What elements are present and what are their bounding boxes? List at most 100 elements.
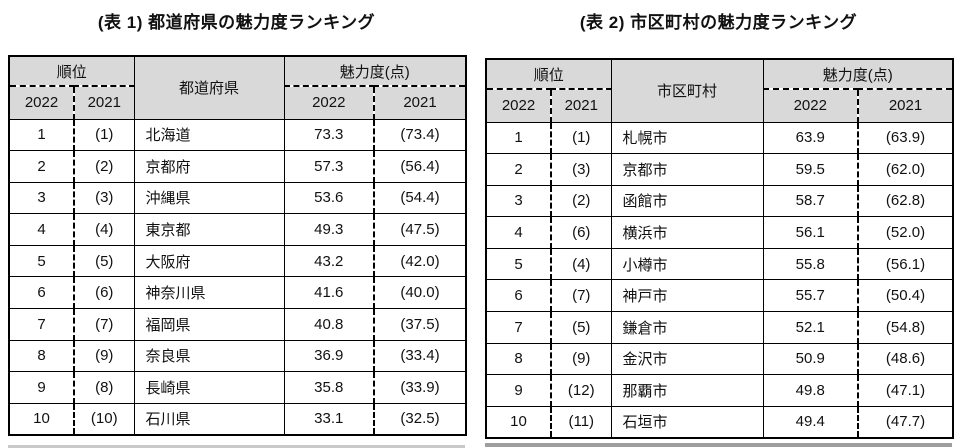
header-group-row: 順位 都道府県 魅力度(点) (8, 55, 467, 120)
score-2022-cell: 49.8 (762, 374, 859, 407)
table-row: 5 (5) 大阪府 43.2 (42.0) (8, 244, 467, 278)
score-2022-cell: 52.1 (762, 311, 859, 344)
score-2022-cell: 57.3 (283, 150, 375, 183)
municipality-name-cell: 金沢市 (610, 342, 764, 376)
prefecture-name-cell: 神奈川県 (133, 276, 285, 310)
prefecture-table-title: (表 1) 都道府県の魅力度ランキング (97, 13, 376, 32)
score-2021-cell: (62.0) (857, 153, 954, 186)
table-row: 2 (2) 京都府 57.3 (56.4) (8, 150, 467, 183)
rank-2021-cell: (9) (549, 342, 612, 376)
score-2022-cell: 33.1 (283, 402, 375, 436)
rank-2021-cell: (7) (72, 308, 135, 341)
rank-2021-cell: (5) (549, 311, 612, 344)
rank-2022-cell: 2 (485, 153, 552, 186)
score-group-header: 魅力度(点) (283, 55, 467, 87)
prefecture-column-header: 都道府県 (133, 55, 285, 120)
rank-2021-cell: (4) (549, 247, 612, 281)
rank-2022-cell: 6 (8, 276, 75, 310)
score-2021-cell: (33.4) (373, 339, 467, 373)
table-row: 4 (6) 横浜市 56.1 (52.0) (485, 216, 954, 249)
table-row: 8 (9) 奈良県 36.9 (33.4) (8, 339, 467, 373)
table-row: 1 (1) 札幌市 63.9 (63.9) (485, 121, 954, 155)
score-2021-cell: (63.9) (857, 121, 954, 155)
score-2022-cell: 53.6 (283, 181, 375, 215)
table-row: 5 (4) 小樽市 55.8 (56.1) (485, 247, 954, 281)
score-2022-header: 2022 (762, 88, 859, 123)
score-2022-cell: 56.1 (762, 216, 859, 249)
rank-2021-cell: (3) (549, 153, 612, 186)
prefecture-name-cell: 長崎県 (133, 371, 285, 404)
rank-2021-cell: (2) (549, 184, 612, 218)
rank-2022-cell: 2 (8, 150, 75, 183)
score-2021-cell: (47.1) (857, 374, 954, 407)
score-2022-cell: 49.3 (283, 213, 375, 246)
rank-group-header: 順位 (8, 55, 135, 87)
rank-2022-cell: 10 (485, 405, 552, 439)
table-row: 10 (11) 石垣市 49.4 (47.7) (485, 405, 954, 439)
rank-2021-cell: (1) (549, 121, 612, 155)
clipped-next-row-edge (485, 443, 952, 447)
rank-2022-cell: 4 (485, 216, 552, 249)
rank-2022-cell: 3 (8, 181, 75, 215)
header-year-row: 2022 2021 2022 2021 (485, 88, 954, 123)
prefecture-name-cell: 北海道 (133, 118, 285, 152)
table-row: 1 (1) 北海道 73.3 (73.4) (8, 118, 467, 152)
municipality-ranking-section: (表 2) 市区町村の魅力度ランキング 順位 市区町村 魅力度(点) 2022 … (485, 0, 955, 448)
rank-2021-cell: (6) (72, 276, 135, 310)
table-row: 7 (5) 鎌倉市 52.1 (54.8) (485, 311, 954, 344)
municipality-name-cell: 鎌倉市 (610, 311, 764, 344)
table-row: 6 (6) 神奈川県 41.6 (40.0) (8, 276, 467, 310)
rank-2022-cell: 5 (8, 244, 75, 278)
table-row: 6 (7) 神戸市 55.7 (50.4) (485, 279, 954, 313)
table-row: 3 (3) 沖縄県 53.6 (54.4) (8, 181, 467, 215)
rank-2022-cell: 9 (8, 371, 75, 404)
header-group-row: 順位 市区町村 魅力度(点) (485, 58, 954, 123)
score-2022-cell: 73.3 (283, 118, 375, 152)
table-row: 9 (12) 那覇市 49.8 (47.1) (485, 374, 954, 407)
score-2022-cell: 49.4 (762, 405, 859, 439)
score-2022-header: 2022 (283, 85, 375, 120)
score-2022-cell: 41.6 (283, 276, 375, 310)
rank-2022-cell: 10 (8, 402, 75, 436)
score-2021-cell: (52.0) (857, 216, 954, 249)
rank-2021-cell: (7) (549, 279, 612, 313)
municipality-ranking-table: 順位 市区町村 魅力度(点) 2022 2021 2022 2021 1 (1) (485, 58, 955, 439)
rank-2022-header: 2022 (8, 85, 75, 120)
municipality-name-cell: 函館市 (610, 184, 764, 218)
prefecture-ranking-section: (表 1) 都道府県の魅力度ランキング 順位 都道府県 魅力度(点) 2022 … (8, 0, 468, 448)
score-2021-cell: (40.0) (373, 276, 467, 310)
prefecture-name-cell: 大阪府 (133, 244, 285, 278)
municipality-name-cell: 小樽市 (610, 247, 764, 281)
rank-2021-cell: (6) (549, 216, 612, 249)
municipality-name-cell: 札幌市 (610, 121, 764, 155)
score-group-header: 魅力度(点) (762, 58, 954, 90)
rank-2021-cell: (8) (72, 371, 135, 404)
rank-2021-cell: (11) (549, 405, 612, 439)
rank-2021-cell: (9) (72, 339, 135, 373)
prefecture-name-cell: 沖縄県 (133, 181, 285, 215)
prefecture-name-cell: 京都府 (133, 150, 285, 183)
table-header: 順位 市区町村 魅力度(点) 2022 2021 2022 2021 (485, 58, 954, 123)
score-2021-cell: (47.5) (373, 213, 467, 246)
table-row: 9 (8) 長崎県 35.8 (33.9) (8, 371, 467, 404)
score-2021-cell: (54.8) (857, 311, 954, 344)
table-header: 順位 都道府県 魅力度(点) 2022 2021 2022 2021 (8, 55, 467, 120)
score-2021-cell: (33.9) (373, 371, 467, 404)
table-row: 2 (3) 京都市 59.5 (62.0) (485, 153, 954, 186)
rank-2022-cell: 7 (485, 311, 552, 344)
rank-2022-cell: 8 (8, 339, 75, 373)
rank-2021-cell: (3) (72, 181, 135, 215)
rank-2021-cell: (12) (549, 374, 612, 407)
score-2021-cell: (54.4) (373, 181, 467, 215)
prefecture-name-cell: 奈良県 (133, 339, 285, 373)
score-2021-cell: (56.4) (373, 150, 467, 183)
rank-2021-cell: (2) (72, 150, 135, 183)
score-2021-cell: (62.8) (857, 184, 954, 218)
municipality-name-cell: 京都市 (610, 153, 764, 186)
score-2021-header: 2021 (373, 85, 467, 120)
rank-2022-cell: 1 (8, 118, 75, 152)
municipality-name-cell: 那覇市 (610, 374, 764, 407)
prefecture-name-cell: 福岡県 (133, 308, 285, 341)
rank-2021-cell: (4) (72, 213, 135, 246)
score-2021-cell: (42.0) (373, 244, 467, 278)
